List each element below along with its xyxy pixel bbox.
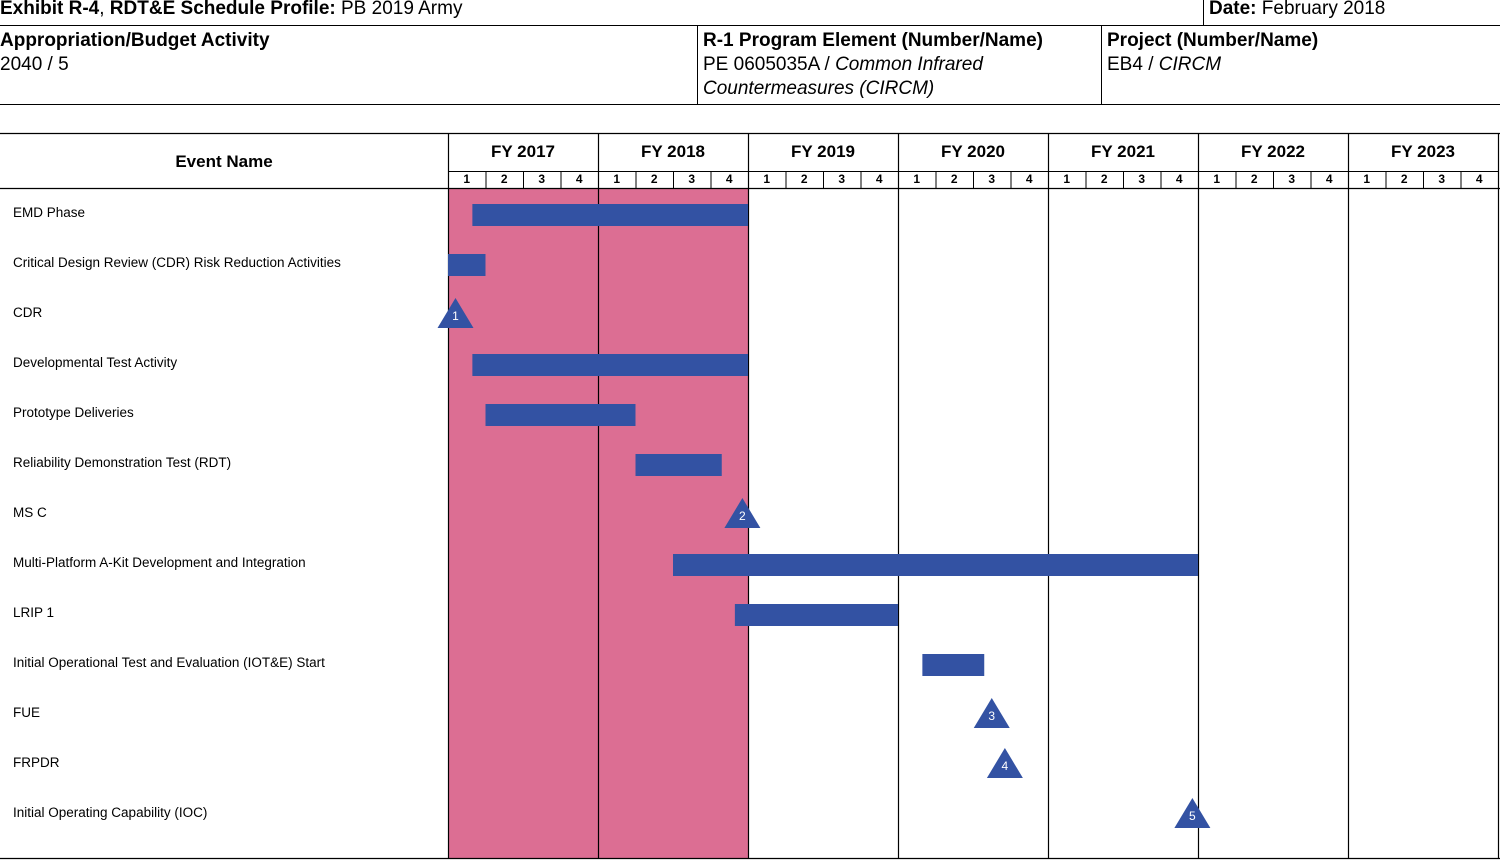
project-label: Project (Number/Name) <box>1107 30 1319 51</box>
event-name: CDR <box>13 305 43 320</box>
schedule-bar <box>673 554 1198 576</box>
date-divider <box>1203 0 1204 26</box>
event-name-header: Event Name <box>175 152 273 171</box>
quarter-label: 4 <box>575 172 583 186</box>
quarter-label: 4 <box>875 172 883 186</box>
header-divider-bottom <box>0 104 1500 105</box>
quarter-label: 4 <box>1325 172 1333 186</box>
quarter-label: 2 <box>500 172 508 186</box>
quarter-label: 2 <box>650 172 658 186</box>
quarter-label: 3 <box>1438 172 1446 186</box>
schedule-bar <box>922 654 985 676</box>
event-name: Reliability Demonstration Test (RDT) <box>13 455 232 470</box>
shaded-year-region <box>598 188 748 858</box>
event-name: Prototype Deliveries <box>13 405 134 420</box>
event-name: EMD Phase <box>13 205 86 220</box>
program-divider <box>697 25 698 105</box>
shaded-year-region <box>448 188 598 858</box>
program-value: PE 0605035A / Common Infrared <box>703 54 983 76</box>
event-name: LRIP 1 <box>13 605 55 620</box>
quarter-label: 3 <box>1288 172 1296 186</box>
milestone-marker <box>973 698 1010 728</box>
quarter-label: 2 <box>1100 172 1108 186</box>
exhibit-title-text: RDT&E Schedule Profile: <box>109 0 336 19</box>
quarter-label: 1 <box>763 172 771 186</box>
quarter-label: 3 <box>838 172 846 186</box>
quarter-label: 3 <box>988 172 996 186</box>
quarter-label: 4 <box>1025 172 1033 186</box>
milestone-marker <box>724 498 761 528</box>
event-name: Critical Design Review (CDR) Risk Reduct… <box>13 255 341 270</box>
fiscal-year-label: FY 2020 <box>941 142 1005 161</box>
quarter-label: 1 <box>1213 172 1221 186</box>
milestone-marker <box>986 748 1023 778</box>
quarter-label: 2 <box>1400 172 1408 186</box>
quarter-label: 4 <box>1475 172 1483 186</box>
quarter-label: 2 <box>950 172 958 186</box>
quarter-label: 2 <box>1250 172 1258 186</box>
exhibit-separator: , <box>99 0 110 19</box>
quarter-label: 3 <box>688 172 696 186</box>
schedule-bar <box>635 454 722 476</box>
program-number: PE 0605035A / <box>703 54 836 75</box>
schedule-bar <box>485 404 636 426</box>
event-name: Initial Operational Test and Evaluation … <box>13 655 325 670</box>
milestone-label: 3 <box>988 709 995 723</box>
program-name-line2: Countermeasures (CIRCM) <box>703 78 935 99</box>
schedule-bar <box>734 604 898 626</box>
fiscal-year-label: FY 2023 <box>1391 142 1455 161</box>
exhibit-value: PB 2019 Army <box>335 0 463 19</box>
exhibit-label: Exhibit R-4 <box>0 0 100 19</box>
fiscal-year-label: FY 2018 <box>641 142 705 161</box>
event-name: FRPDR <box>13 755 60 770</box>
date-block: Date: February 2018 <box>1209 0 1385 20</box>
quarter-label: 1 <box>613 172 621 186</box>
milestone-label: 1 <box>452 309 459 323</box>
milestone-marker <box>437 298 474 328</box>
milestone-marker <box>1174 798 1211 828</box>
event-name: MS C <box>13 505 47 520</box>
quarter-label: 2 <box>800 172 808 186</box>
program-label: R-1 Program Element (Number/Name) <box>703 30 1043 51</box>
fiscal-year-label: FY 2022 <box>1241 142 1305 161</box>
quarter-label: 4 <box>1175 172 1183 186</box>
quarter-label: 1 <box>463 172 471 186</box>
exhibit-title: Exhibit R-4, RDT&E Schedule Profile: PB … <box>0 0 462 20</box>
fiscal-year-label: FY 2017 <box>491 142 555 161</box>
fiscal-year-label: FY 2021 <box>1091 142 1155 161</box>
quarter-label: 1 <box>1063 172 1071 186</box>
fiscal-year-label: FY 2019 <box>791 142 855 161</box>
event-name: Developmental Test Activity <box>13 355 178 370</box>
quarter-label: 1 <box>1363 172 1371 186</box>
project-divider <box>1101 25 1102 105</box>
quarter-label: 3 <box>1138 172 1146 186</box>
quarter-label: 4 <box>725 172 733 186</box>
milestone-label: 5 <box>1189 809 1196 823</box>
appropriation-value: 2040 / 5 <box>0 54 69 75</box>
date-label: Date: <box>1209 0 1257 19</box>
milestone-label: 2 <box>739 509 746 523</box>
appropriation-label: Appropriation/Budget Activity <box>0 30 270 51</box>
project-number: EB4 / <box>1107 54 1159 75</box>
quarter-label: 1 <box>913 172 921 186</box>
event-name: Multi-Platform A-Kit Development and Int… <box>13 555 306 570</box>
schedule-bar <box>472 354 748 376</box>
milestone-label: 4 <box>1002 759 1009 773</box>
event-name: Initial Operating Capability (IOC) <box>13 805 208 820</box>
schedule-bar <box>448 254 486 276</box>
header-divider-top <box>0 25 1500 26</box>
schedule-bar <box>472 204 748 226</box>
event-name: FUE <box>13 705 40 720</box>
project-value: EB4 / CIRCM <box>1107 54 1221 76</box>
project-name: CIRCM <box>1158 54 1222 75</box>
quarter-label: 3 <box>538 172 546 186</box>
program-name-line1: Common Infrared <box>835 54 983 75</box>
date-value: February 2018 <box>1256 0 1386 19</box>
